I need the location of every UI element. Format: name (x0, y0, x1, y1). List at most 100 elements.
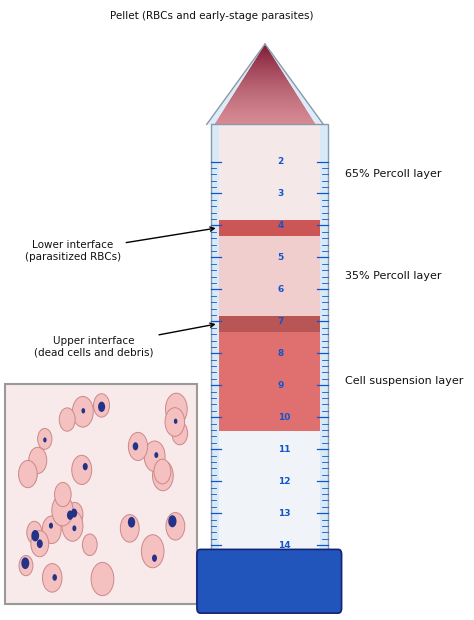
Bar (219, 431, 320, 554)
Circle shape (153, 461, 173, 491)
Polygon shape (250, 62, 254, 64)
Polygon shape (313, 120, 322, 122)
Polygon shape (259, 52, 271, 53)
Polygon shape (230, 91, 236, 92)
Text: 35% Percoll layer: 35% Percoll layer (345, 271, 441, 281)
Text: 5: 5 (278, 253, 284, 262)
Polygon shape (294, 91, 300, 92)
Polygon shape (315, 122, 323, 125)
Circle shape (18, 461, 37, 488)
Polygon shape (259, 53, 272, 54)
Circle shape (128, 432, 147, 461)
Polygon shape (265, 44, 266, 46)
Circle shape (154, 459, 171, 484)
Bar (5, 384, 197, 604)
Polygon shape (219, 106, 226, 108)
Polygon shape (310, 114, 318, 117)
Polygon shape (308, 112, 316, 114)
Circle shape (165, 407, 184, 436)
Circle shape (82, 408, 85, 414)
Polygon shape (240, 76, 245, 78)
Bar (211, 125, 328, 554)
Text: 13: 13 (278, 508, 290, 518)
Polygon shape (229, 99, 301, 100)
Circle shape (37, 428, 52, 450)
Polygon shape (231, 97, 299, 99)
Bar (219, 220, 320, 236)
Polygon shape (278, 64, 281, 66)
Polygon shape (261, 49, 269, 50)
Polygon shape (310, 117, 319, 118)
Polygon shape (237, 80, 242, 82)
Circle shape (98, 402, 105, 412)
Polygon shape (247, 71, 283, 72)
Polygon shape (254, 60, 276, 61)
Text: 2: 2 (278, 157, 284, 166)
Polygon shape (221, 102, 228, 104)
Polygon shape (211, 117, 219, 118)
Polygon shape (301, 100, 307, 102)
Polygon shape (233, 93, 297, 94)
Circle shape (67, 502, 83, 526)
Polygon shape (249, 68, 281, 69)
FancyBboxPatch shape (197, 549, 342, 613)
Circle shape (128, 517, 135, 528)
Polygon shape (280, 68, 284, 70)
Polygon shape (251, 65, 279, 66)
Polygon shape (239, 78, 244, 80)
Polygon shape (234, 92, 296, 93)
Polygon shape (289, 82, 294, 84)
Text: 65% Percoll layer: 65% Percoll layer (345, 169, 441, 179)
Polygon shape (274, 58, 277, 60)
Polygon shape (299, 99, 306, 100)
Polygon shape (282, 70, 285, 72)
Polygon shape (288, 80, 293, 82)
Polygon shape (233, 86, 238, 88)
Polygon shape (244, 77, 287, 78)
Polygon shape (224, 108, 306, 109)
Circle shape (73, 525, 76, 531)
Bar (219, 316, 320, 332)
Polygon shape (240, 83, 291, 84)
Circle shape (43, 438, 46, 443)
Polygon shape (258, 54, 272, 55)
Text: 6: 6 (278, 285, 284, 294)
Polygon shape (214, 112, 222, 114)
Polygon shape (275, 60, 278, 62)
Circle shape (29, 447, 47, 474)
Polygon shape (255, 56, 257, 58)
Polygon shape (220, 113, 310, 114)
Circle shape (91, 562, 114, 596)
Polygon shape (284, 74, 288, 76)
Polygon shape (228, 101, 302, 102)
Circle shape (73, 396, 93, 427)
Polygon shape (303, 104, 310, 106)
Polygon shape (238, 85, 292, 86)
Polygon shape (218, 117, 312, 118)
Polygon shape (236, 82, 241, 84)
Polygon shape (226, 104, 304, 105)
Polygon shape (263, 47, 267, 48)
Polygon shape (246, 73, 284, 74)
Polygon shape (263, 46, 267, 47)
Polygon shape (293, 88, 299, 91)
Polygon shape (217, 108, 224, 110)
Circle shape (21, 557, 29, 569)
Polygon shape (258, 52, 260, 54)
Text: 9: 9 (278, 381, 284, 390)
Polygon shape (264, 44, 265, 46)
Polygon shape (259, 50, 261, 52)
Polygon shape (228, 92, 235, 94)
Polygon shape (220, 104, 227, 106)
Bar (219, 236, 320, 316)
Circle shape (83, 463, 88, 471)
Circle shape (55, 482, 71, 507)
Polygon shape (297, 94, 303, 96)
Circle shape (19, 556, 33, 576)
Text: 11: 11 (278, 445, 290, 454)
Polygon shape (262, 46, 264, 48)
Polygon shape (257, 56, 273, 57)
Polygon shape (223, 109, 307, 110)
Circle shape (165, 393, 187, 425)
Polygon shape (312, 118, 320, 120)
